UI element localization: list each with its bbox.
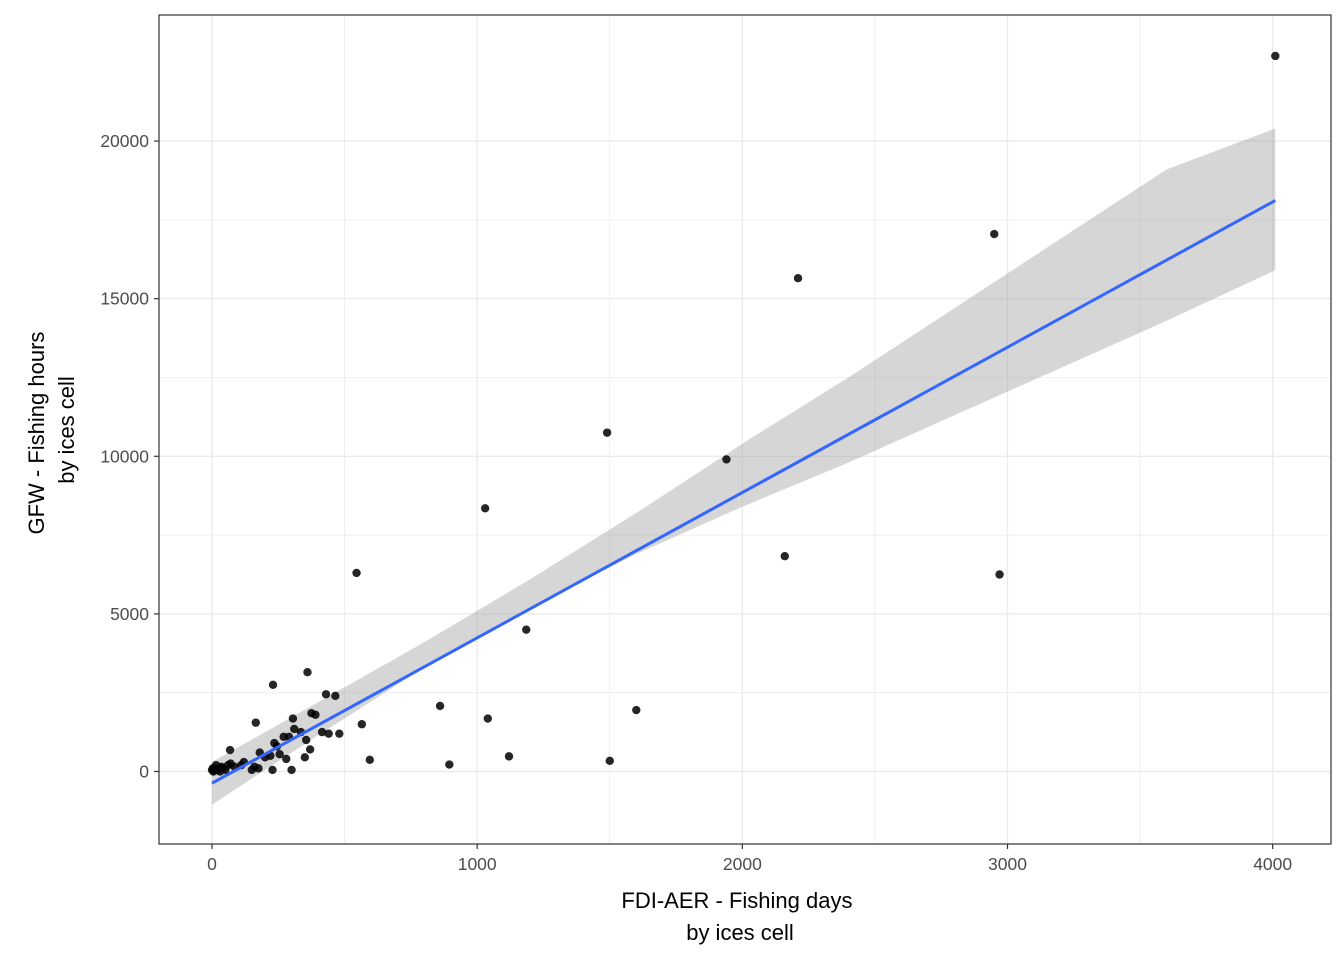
data-point-10 [632,705,641,715]
data-point-20 [324,729,333,738]
y-tick-label-0: 0 [139,762,149,782]
y-axis-title-line-1: GFW - Fishing hours [24,332,49,535]
data-point-0 [1271,51,1280,61]
y-tick-label-1: 5000 [110,604,149,624]
x-tick-label-2: 2000 [723,854,762,874]
data-point-4 [722,455,731,464]
data-point-13 [504,752,514,761]
data-point-47 [247,765,257,775]
data-point-8 [352,568,361,578]
data-point-28 [300,753,310,762]
data-point-15 [445,760,454,769]
data-point-24 [307,708,316,718]
x-axis-title-line-2: by ices cell [686,920,794,945]
data-point-39 [268,680,278,690]
data-point-21 [321,690,331,699]
data-point-31 [288,714,298,723]
x-axis-title: FDI-AER - Fishing days by ices cell [621,888,858,945]
x-axis-title-line-1: FDI-AER - Fishing days [621,888,852,913]
y-axis-title: GFW - Fishing hours by ices cell [24,325,79,534]
regression-line [211,199,1277,785]
data-point-36 [275,749,284,759]
data-point-9 [522,625,531,634]
data-points [207,51,1280,776]
data-point-40 [268,765,277,775]
data-point-22 [317,727,327,737]
data-point-17 [357,720,367,729]
data-point-18 [335,729,344,738]
y-tick-label-2: 10000 [100,446,149,466]
data-point-7 [995,570,1004,579]
x-tick-label-3: 3000 [988,854,1027,874]
data-point-5 [480,504,490,513]
data-point-34 [282,754,291,764]
x-axis-ticks: 0 1000 2000 3000 4000 [207,844,1292,874]
grid-lines [159,15,1331,844]
y-tick-label-3: 15000 [100,289,149,309]
data-point-32 [287,765,296,775]
data-point-11 [435,701,445,711]
x-tick-label-1: 1000 [458,854,497,874]
data-point-38 [270,738,279,748]
data-point-6 [780,552,789,561]
data-point-30 [290,724,299,734]
x-tick-label-0: 0 [207,854,217,874]
data-point-14 [605,756,614,765]
data-point-64 [208,764,218,773]
data-point-3 [602,428,612,437]
confidence-ribbon [212,128,1276,805]
data-point-52 [225,745,235,755]
y-tick-label-4: 20000 [100,131,149,151]
data-point-27 [301,735,311,745]
data-point-12 [483,714,492,723]
data-point-25 [305,745,315,754]
data-point-26 [303,668,312,677]
data-point-16 [365,755,375,765]
data-point-35 [279,732,288,742]
plot-border [158,14,1332,845]
data-point-2 [793,273,803,283]
y-axis-ticks: 0 5000 10000 15000 20000 [100,131,159,782]
data-point-1 [990,229,999,239]
y-axis-title-line-2: by ices cell [54,376,79,484]
x-tick-label-4: 4000 [1253,854,1292,874]
data-point-19 [331,691,340,701]
data-point-45 [251,718,260,727]
